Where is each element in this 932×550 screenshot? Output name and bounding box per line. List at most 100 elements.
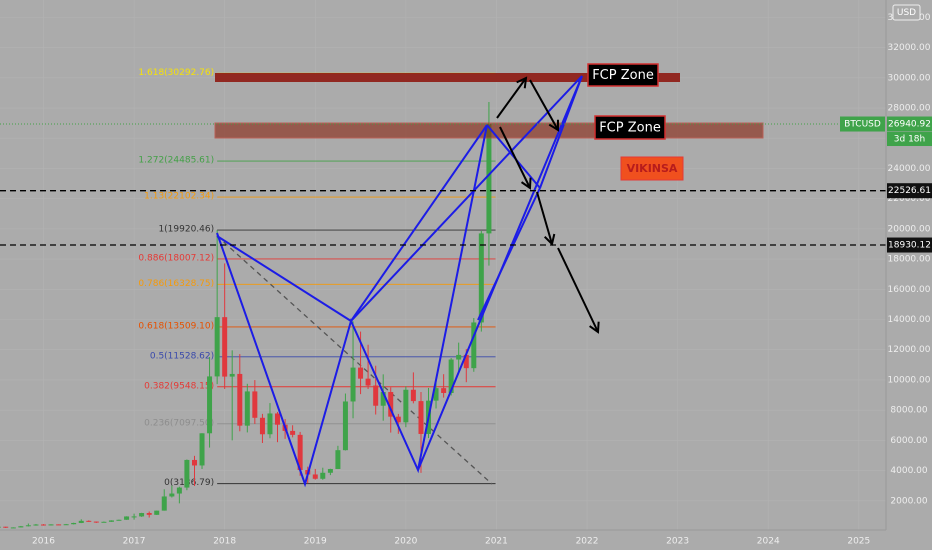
candle-body [169, 493, 175, 497]
y-tick-label: 20000.00 [888, 224, 931, 234]
candle-body [380, 392, 386, 406]
candle-body [71, 522, 77, 525]
arrow [557, 247, 598, 332]
candle-body [297, 434, 303, 471]
x-tick-label: 2019 [304, 537, 327, 547]
candle-body [222, 317, 228, 377]
pattern-leg [477, 187, 541, 321]
x-tick-label: 2017 [123, 537, 146, 547]
candle-body [184, 459, 190, 488]
x-tick-label: 2024 [757, 537, 780, 547]
pattern-leg [539, 75, 583, 189]
candle-body [116, 519, 122, 521]
fib-label: 0.786(16328.75) [138, 279, 214, 289]
y-tick-label: 32000.00 [888, 43, 931, 53]
candle-body [358, 367, 364, 379]
y-tick-label: 10000.00 [888, 375, 931, 385]
trend-line [216, 235, 493, 485]
y-tick-label: 4000.00 [890, 466, 927, 476]
candle-body [448, 359, 454, 394]
candle-body [10, 527, 16, 529]
candle-body [161, 496, 167, 511]
x-tick-label: 2018 [213, 537, 236, 547]
candle-body [214, 317, 220, 377]
price-tag-label: 22526.61 [888, 186, 931, 196]
price-tag-label: 18930.12 [888, 241, 931, 251]
zone-label-box [587, 63, 659, 87]
fib-label: 0.5(11528.62) [150, 351, 214, 361]
y-tick-label: 14000.00 [888, 315, 931, 325]
zone-label: FCP Zone [599, 121, 661, 136]
candle-body [456, 354, 462, 360]
arrow [499, 126, 530, 188]
zone [215, 73, 680, 82]
x-tick-label: 2016 [32, 537, 55, 547]
candle-body [350, 367, 356, 402]
candle-body [146, 513, 152, 515]
fib-label: 1.272(24485.61) [138, 156, 214, 166]
y-tick-label: 8000.00 [890, 406, 927, 416]
y-tick-label: 16000.00 [888, 285, 931, 295]
zone [214, 122, 764, 139]
candle-body [471, 322, 477, 369]
candle-body [410, 389, 416, 402]
candle-body [335, 450, 341, 469]
candle-body [373, 385, 379, 406]
candle-body [267, 413, 273, 435]
candle-body [48, 524, 54, 526]
candle-body [86, 520, 92, 522]
countdown-tag [887, 132, 932, 147]
candle-body [418, 401, 424, 434]
candle-body [124, 516, 130, 520]
currency-box [892, 4, 921, 21]
candle-body [229, 373, 235, 377]
y-tick-label: 28000.00 [888, 104, 931, 114]
candle-body [131, 516, 137, 518]
x-tick-label: 2020 [394, 537, 417, 547]
candle-body [388, 392, 394, 417]
price-tag [887, 116, 932, 132]
candle-body [252, 391, 258, 418]
candle-body [478, 233, 484, 323]
price-tag-label: 26940.92 [888, 120, 931, 130]
y-tick-label: 6000.00 [890, 436, 927, 446]
price-tag [887, 237, 932, 253]
x-tick-label: 2022 [576, 537, 599, 547]
candle-body [199, 433, 205, 466]
candle-body [101, 521, 107, 523]
fib-label: 0.618(13509.10) [138, 321, 214, 331]
candle-body [3, 526, 9, 528]
candle-body [176, 487, 182, 494]
pattern-leg [350, 124, 488, 322]
y-tick-label: 18000.00 [888, 255, 931, 265]
candle-body [433, 388, 439, 401]
fib-label: 0.886(18007.12) [138, 253, 214, 263]
y-tick-label: 12000.00 [888, 345, 931, 355]
y-tick-label: 22000.00 [888, 194, 931, 204]
candle-body [139, 513, 145, 517]
candle-body [365, 378, 371, 386]
candle-body [312, 474, 318, 479]
price-tags: 22526.61 18930.12 BTCUSD 26940.92 3d 18h [840, 116, 932, 253]
candle-body [320, 472, 326, 479]
candle-body [463, 354, 469, 369]
candle-body [56, 524, 62, 526]
price-tag [887, 183, 932, 199]
currency: USD [897, 8, 916, 18]
candle-body [78, 520, 84, 523]
countdown-label: 3d 18h [894, 135, 925, 145]
fib-label: 0.236(7097.50) [144, 418, 214, 428]
arrow [536, 191, 552, 244]
y-tick-label: 30000.00 [888, 73, 931, 83]
candle-body [486, 124, 492, 234]
y-tick-label: 2000.00 [890, 496, 927, 506]
candle-body [237, 373, 243, 426]
arrows [496, 78, 598, 332]
candle-body [40, 524, 46, 526]
candle-body [207, 376, 213, 434]
candle-body [25, 525, 31, 527]
plot-area [0, 0, 886, 530]
candle-body [108, 520, 114, 522]
arrow [496, 78, 526, 119]
candle-body [403, 389, 409, 423]
